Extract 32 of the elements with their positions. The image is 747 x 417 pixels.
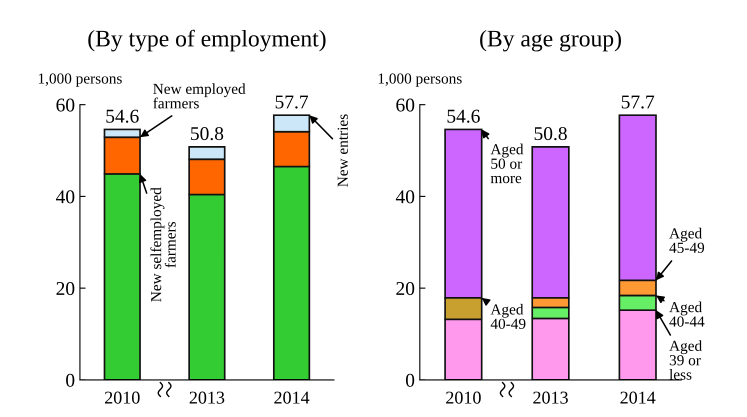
y-tick-label: 40 xyxy=(56,190,74,204)
y-axis-title: 1,000 persons xyxy=(38,73,122,87)
x-tick-label: 2010 xyxy=(446,392,481,404)
y-tick-label: 20 xyxy=(56,282,74,296)
total-label: 57.7 xyxy=(276,96,308,109)
annotation: New employed farmers xyxy=(153,83,246,108)
total-label: 54.6 xyxy=(448,110,480,123)
y-tick-label: 20 xyxy=(396,282,414,296)
x-tick-label: 2013 xyxy=(533,392,568,404)
total-label: 50.8 xyxy=(534,127,567,140)
y-tick-label: 40 xyxy=(396,190,414,204)
x-tick-label: 2014 xyxy=(620,392,656,404)
total-label: 54.6 xyxy=(106,110,139,123)
annotation: Aged 45-49 xyxy=(669,228,704,253)
y-tick-label: 0 xyxy=(406,374,414,387)
x-tick-label: 2014 xyxy=(274,392,310,404)
y-axis-title: 1,000 persons xyxy=(378,73,462,87)
x-tick-label: 2010 xyxy=(104,392,140,404)
total-label: 50.8 xyxy=(191,127,224,140)
chart-title: (By type of employment) xyxy=(88,30,326,52)
y-tick-label: 60 xyxy=(56,98,74,112)
x-tick-label: 2013 xyxy=(190,392,224,404)
annotation: Aged 40-49 xyxy=(490,304,526,329)
annotation: New entries xyxy=(338,114,348,187)
annotation: New selfemployed farmers xyxy=(150,187,176,302)
total-label: 57.7 xyxy=(622,96,654,109)
chart-title: (By age group) xyxy=(480,30,621,52)
y-tick-label: 60 xyxy=(396,98,414,112)
annotation: Aged 40-44 xyxy=(669,302,704,327)
y-tick-label: 0 xyxy=(66,374,74,387)
annotation: Aged 39 or less xyxy=(669,340,702,380)
annotation: Aged 50 or more xyxy=(490,144,524,184)
